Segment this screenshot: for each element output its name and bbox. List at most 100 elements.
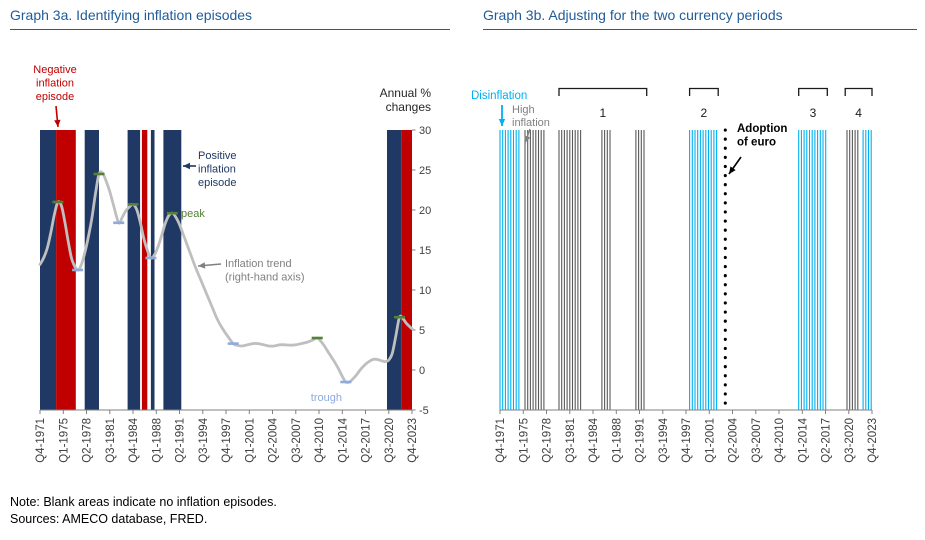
annotation-negative-episode: episode <box>36 91 75 103</box>
x-axis-label: Q4-1984 <box>128 417 140 462</box>
episode-bar-positive <box>150 130 155 410</box>
x-axis-label: Q1-2001 <box>244 418 256 463</box>
episode-bar-negative <box>141 130 148 410</box>
y-axis-label: -5 <box>419 405 429 417</box>
x-axis-label: Q4-1971 <box>495 418 507 463</box>
chart-3a: 30 25 20 15 10 5 0 -5 Q4-1971 Q1-1975 Q2-1978 Q3-19… <box>33 64 432 463</box>
y-axis-label: 5 <box>419 325 425 337</box>
episode-hatch-disinflation <box>862 130 872 410</box>
annotation-negative-episode: inflation <box>36 78 74 90</box>
x-axis-label: Q4-1997 <box>221 418 233 463</box>
episode-bar-positive <box>387 130 402 410</box>
arrow-head <box>524 135 531 143</box>
period-number: 3 <box>810 106 817 120</box>
x-axis-label: Q4-1971 <box>35 418 47 463</box>
annotation-disinflation: Disinflation <box>471 90 527 102</box>
episode-hatch-disinflation <box>798 130 827 410</box>
annotation-peak: peak <box>181 208 205 220</box>
x-axis-label: Q4-2023 <box>407 418 419 463</box>
episode-hatch-disinflation <box>499 130 520 410</box>
x-axis-label: Q4-1984 <box>588 417 600 462</box>
annotation-inflation-trend: Inflation trend <box>225 258 292 270</box>
x-axis-label: Q3-1981 <box>105 418 117 463</box>
x-axis-label: Q2-1978 <box>542 418 554 463</box>
x-axis-label: Q1-1988 <box>611 418 623 463</box>
arrow-head <box>498 119 506 126</box>
x-axis-label: Q1-2014 <box>797 417 809 462</box>
annotation-positive-episode: episode <box>198 177 237 189</box>
episode-hatch-high-inflation <box>846 130 859 410</box>
graph-3a-title-rule <box>10 29 450 30</box>
x-axis-label: Q3-2020 <box>384 418 396 463</box>
episode-hatch-disinflation <box>689 130 718 410</box>
episode-hatch-high-inflation <box>601 130 611 410</box>
x-axis-label: Q4-2010 <box>774 418 786 463</box>
x-axis-label: Q2-1978 <box>82 418 94 463</box>
graph-3b-title: Graph 3b. Adjusting for the two currency… <box>483 7 783 23</box>
inflation-episode-bars <box>40 130 412 410</box>
period-bracket <box>844 87 873 96</box>
y-axis-label: 0 <box>419 365 425 377</box>
x-axis-label: Q3-1994 <box>658 417 670 462</box>
x-axis-label: Q1-2001 <box>704 418 716 463</box>
episode-bar-positive <box>40 130 57 410</box>
y-axis-label: 25 <box>419 165 431 177</box>
chart-3b: 1 2 3 4Q4-1971 Q1-1975 Q2-1978 Q3-1981 Q4-1984 Q… <box>471 87 879 463</box>
x-axis-label: Q3-1981 <box>565 418 577 463</box>
sources-line: Sources: AMECO database, FRED. <box>10 511 208 526</box>
period-bracket <box>688 87 719 96</box>
annotation-adoption-of-euro: of euro <box>737 137 776 149</box>
x-axis-label: Q4-2010 <box>314 418 326 463</box>
x-axis-label: Q2-2004 <box>268 417 280 462</box>
x-axis-label: Q1-1975 <box>518 418 530 463</box>
episode-bar-positive <box>163 130 182 410</box>
annotation-positive-episode: inflation <box>198 164 236 176</box>
x-axis: Q4-1971 Q1-1975 Q2-1978 Q3-1981 Q4-1984 Q1-19… <box>495 409 879 463</box>
arrow-head <box>198 262 206 269</box>
annotation-positive-episode: Positive <box>198 150 237 162</box>
x-axis-label: Q1-1975 <box>58 418 70 463</box>
annotation-adoption-of-euro: Adoption <box>737 123 787 135</box>
x-axis-label: Q1-2014 <box>337 417 349 462</box>
period-bracket <box>798 87 828 96</box>
graph-3a-header: Graph 3a. Identifying inflation episodes <box>10 7 450 30</box>
x-axis-label: Q3-2020 <box>844 418 856 463</box>
arrow-head <box>729 166 736 174</box>
episode-bar-negative <box>401 130 412 410</box>
annotation-trough: trough <box>311 392 342 404</box>
episode-bar-positive <box>84 130 99 410</box>
y-axis-label: 10 <box>419 285 431 297</box>
arrow-head <box>54 119 61 127</box>
x-axis-label: Q2-2017 <box>821 418 833 463</box>
episode-hatch-high-inflation <box>558 130 582 410</box>
episode-bar-negative <box>56 130 76 410</box>
footnotes: Note: Blank areas indicate no inflation … <box>10 494 277 528</box>
episode-hatch-high-inflation <box>635 130 645 410</box>
graph-3a-title: Graph 3a. Identifying inflation episodes <box>10 7 253 23</box>
y-axis: 30 25 20 15 10 5 0 -5 <box>412 125 431 417</box>
x-axis-label: Q2-2017 <box>361 418 373 463</box>
annotation-negative-episode: Negative <box>33 64 76 76</box>
annotation-high-inflation: High <box>512 104 535 116</box>
arrow-head <box>183 162 190 170</box>
period-number: 1 <box>599 106 606 120</box>
episode-bar-positive <box>127 130 141 410</box>
x-axis-label: Q2-1991 <box>635 418 647 463</box>
x-axis-label: Q2-2004 <box>728 417 740 462</box>
period-number: 2 <box>701 106 708 120</box>
y-axis-label: 20 <box>419 205 431 217</box>
y-axis-title: Annual % <box>380 86 432 100</box>
period-number: 4 <box>855 106 862 120</box>
annotation-inflation-trend: (right-hand axis) <box>225 272 304 284</box>
annotation-high-inflation: inflation <box>512 117 550 129</box>
graph-3b-header: Graph 3b. Adjusting for the two currency… <box>483 7 917 30</box>
x-axis-label: Q4-1997 <box>681 418 693 463</box>
x-axis: Q4-1971 Q1-1975 Q2-1978 Q3-1981 Q4-1984 Q1-19… <box>35 409 419 463</box>
x-axis-label: Q3-1994 <box>198 417 210 462</box>
period-bracket <box>558 87 648 96</box>
y-axis-title: changes <box>386 100 431 114</box>
x-axis-label: Q4-2023 <box>867 418 879 463</box>
inflation-trend-line <box>38 170 414 384</box>
graph-3b-title-rule <box>483 29 917 30</box>
